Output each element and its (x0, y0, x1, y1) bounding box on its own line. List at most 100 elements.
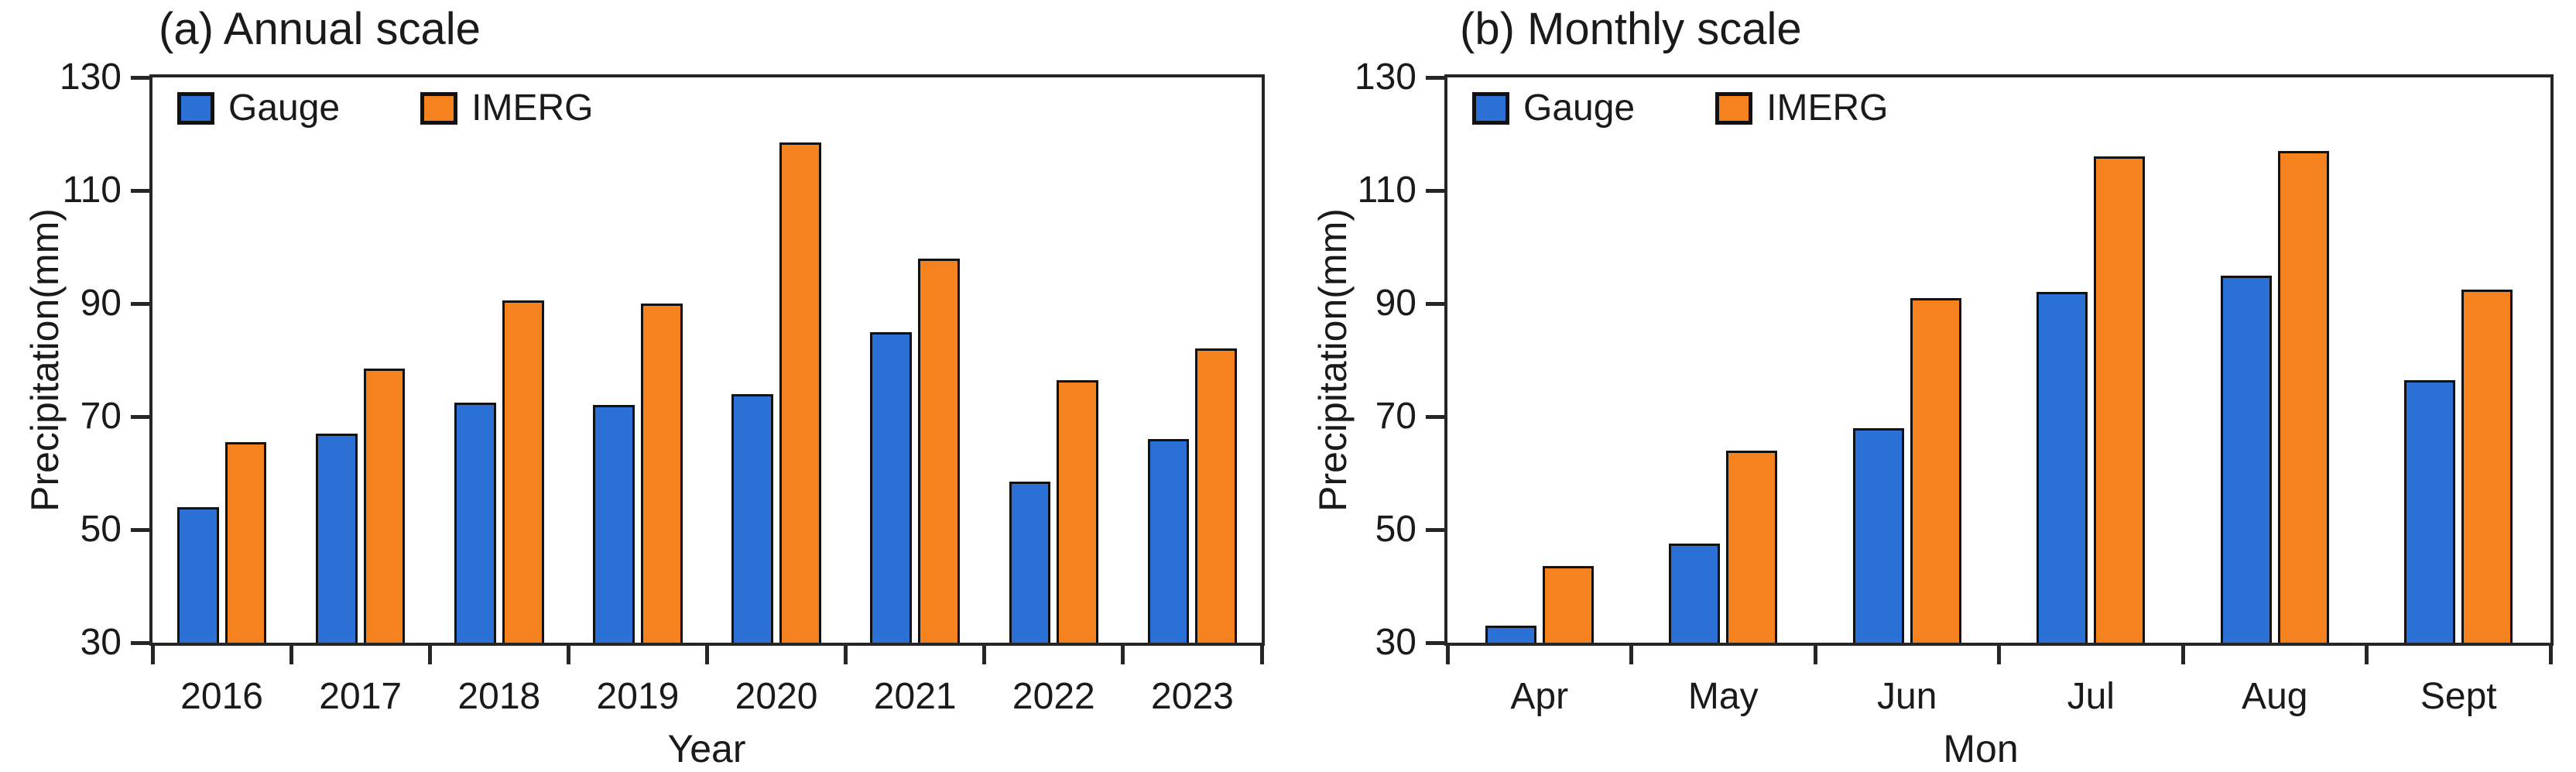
bar-imerg-aug (2277, 150, 2329, 643)
bar-gauge-apr (1485, 626, 1536, 643)
legend: Gauge IMERG (177, 90, 593, 127)
y-tick-label: 110 (62, 170, 122, 211)
legend-label: Gauge (1523, 87, 1636, 129)
x-tick (1259, 646, 1264, 664)
legend-item-gauge: Gauge (1472, 90, 1635, 127)
y-axis-title: Precipitation(mm) (1311, 208, 1355, 512)
y-tick (1426, 301, 1444, 306)
x-category-label: Jul (2067, 676, 2115, 717)
y-tick-label: 30 (80, 622, 122, 663)
x-tick (844, 646, 848, 664)
y-tick (1426, 188, 1444, 193)
x-category-label: 2018 (457, 676, 541, 717)
legend-item-gauge: Gauge (177, 90, 340, 127)
bar-imerg-2022 (1057, 379, 1099, 643)
bar-gauge-2017 (315, 433, 358, 643)
legend-label: IMERG (471, 87, 594, 129)
y-tick (1426, 640, 1444, 645)
imerg-swatch-icon (1715, 92, 1753, 125)
y-tick (1426, 414, 1444, 419)
x-category-label: 2019 (596, 676, 680, 717)
bar-imerg-jun (1910, 297, 1961, 643)
bar-imerg-sept (2461, 289, 2513, 643)
x-axis-title: Year (667, 727, 746, 770)
y-tick-label: 70 (1375, 396, 1416, 437)
x-tick (1629, 646, 1633, 664)
bar-gauge-2020 (731, 393, 774, 643)
x-category-label: 2021 (873, 676, 957, 717)
y-tick-label: 110 (1357, 170, 1416, 211)
y-tick (131, 640, 149, 645)
x-tick (150, 646, 155, 664)
bar-gauge-may (1669, 544, 1721, 643)
bar-imerg-apr (1542, 566, 1594, 643)
bar-imerg-2021 (918, 258, 960, 643)
plot-area: Gauge IMERG 130 110 90 70 50 30 2016 2017 2018 20… (60, 59, 1265, 715)
y-tick (131, 527, 149, 532)
y-tick-label: 50 (80, 509, 122, 550)
y-axis-title: Precipitation(mm) (23, 208, 67, 512)
y-tick-label: 130 (59, 57, 122, 98)
x-tick (289, 646, 293, 664)
x-tick (566, 646, 570, 664)
imerg-swatch-icon (420, 92, 458, 125)
bar-imerg-2017 (363, 368, 406, 643)
legend-item-imerg: IMERG (1715, 90, 1888, 127)
bar-imerg-2019 (640, 304, 683, 643)
bar-gauge-2019 (593, 405, 635, 643)
y-tick (131, 188, 149, 193)
chart-title: (b) Monthly scale (1460, 4, 1802, 54)
y-tick (1426, 527, 1444, 532)
legend-label: Gauge (228, 87, 341, 129)
x-tick (427, 646, 432, 664)
gauge-swatch-icon (177, 92, 214, 125)
chart-panel-annual: (a) Annual scale Precipitation(mm) Gauge… (23, 5, 1265, 770)
y-tick-label: 70 (80, 396, 122, 437)
x-category-label: Jun (1877, 676, 1937, 717)
x-axis-title: Mon (1943, 727, 2019, 770)
legend-item-imerg: IMERG (420, 90, 593, 127)
x-category-label: 2022 (1012, 676, 1095, 717)
x-tick (1997, 646, 2001, 664)
x-category-label: May (1687, 676, 1759, 717)
bar-imerg-2016 (224, 441, 267, 643)
y-tick (131, 414, 149, 419)
x-tick (705, 646, 709, 664)
bar-imerg-2020 (779, 142, 821, 643)
gauge-swatch-icon (1472, 92, 1509, 125)
x-tick (1121, 646, 1125, 664)
x-category-label: 2020 (735, 676, 818, 717)
bar-gauge-aug (2220, 275, 2272, 643)
bar-gauge-sept (2404, 379, 2456, 643)
bar-imerg-2018 (502, 300, 544, 643)
x-tick (1445, 646, 1450, 664)
x-category-label: Sept (2420, 676, 2497, 717)
x-category-label: 2016 (180, 676, 263, 717)
bar-gauge-2023 (1147, 439, 1190, 643)
bar-gauge-2018 (454, 402, 496, 643)
bar-imerg-2023 (1195, 348, 1238, 643)
bar-gauge-2016 (176, 506, 219, 643)
legend: Gauge IMERG (1472, 90, 1888, 127)
y-tick-label: 50 (1375, 509, 1416, 550)
y-tick (1426, 75, 1444, 80)
y-tick-label: 130 (1354, 57, 1416, 98)
y-tick (131, 301, 149, 306)
bar-gauge-jul (2036, 292, 2088, 643)
y-tick-label: 90 (80, 283, 122, 324)
x-tick (982, 646, 987, 664)
bar-gauge-2021 (870, 331, 913, 643)
chart-panel-monthly: (b) Monthly scale Precipitation(mm) Gaug… (1288, 0, 2576, 772)
x-tick (2548, 646, 2553, 664)
y-tick-label: 30 (1375, 622, 1416, 663)
y-tick (131, 75, 149, 80)
x-tick (1813, 646, 1817, 664)
bar-imerg-jul (2094, 156, 2146, 643)
bar-imerg-may (1726, 450, 1778, 643)
x-category-label: 2023 (1151, 676, 1234, 717)
x-category-label: Apr (1510, 676, 1569, 717)
bar-gauge-jun (1852, 427, 1904, 643)
x-tick (2180, 646, 2185, 664)
bar-gauge-2022 (1009, 481, 1051, 643)
